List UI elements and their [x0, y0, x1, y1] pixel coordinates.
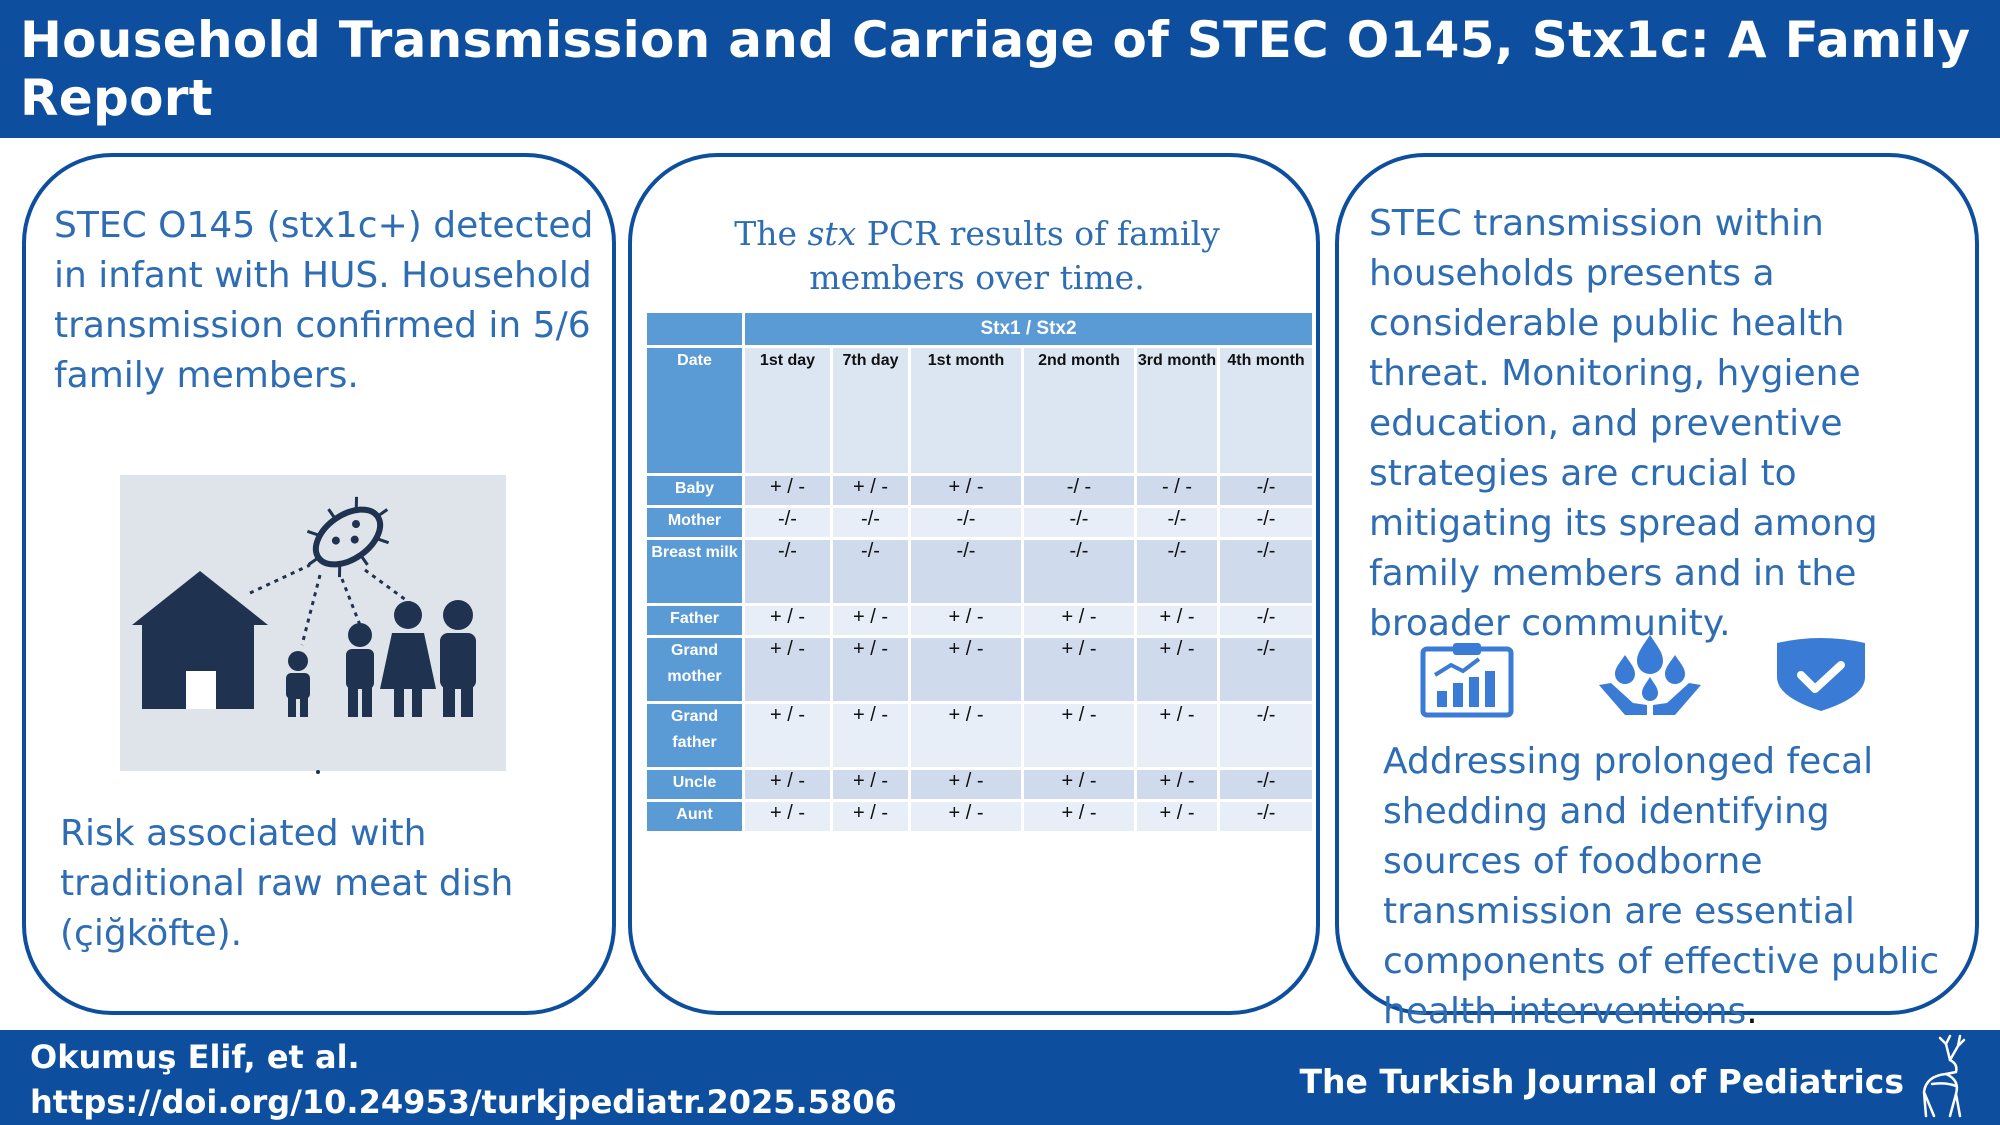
table-cell: + / -: [908, 767, 1024, 802]
author-name: Okumuş Elif, et al.: [30, 1038, 360, 1076]
table-row: Breast milk -/- -/- -/- -/- -/- -/-: [644, 537, 1316, 606]
clipboard-chart-icon: [1419, 641, 1515, 723]
table-cell: -/-: [1216, 603, 1316, 638]
table-cell: + / -: [742, 473, 833, 508]
table-cell: -/-: [1216, 799, 1316, 834]
table-cell: + / -: [1134, 603, 1220, 638]
row-header: Grand father: [644, 701, 745, 770]
table-cell: + / -: [830, 603, 911, 638]
deer-logo: [1916, 1034, 1978, 1120]
column-header: 1st day: [742, 345, 833, 476]
table-cell: + / -: [1021, 635, 1137, 704]
table-cell: -/-: [742, 505, 833, 540]
table-cell: -/-: [1216, 537, 1316, 606]
row-header: Mother: [644, 505, 745, 540]
table-cell: + / -: [830, 701, 911, 770]
stray-dot: [316, 770, 320, 774]
table-cell: + / -: [742, 635, 833, 704]
table-row: Aunt + / - + / - + / - + / - + / - -/-: [644, 799, 1316, 834]
row-header: Baby: [644, 473, 745, 508]
journal-name: The Turkish Journal of Pediatrics: [1299, 1062, 1904, 1101]
table-cell: + / -: [1134, 701, 1220, 770]
right-bottom-text: Addressing prolonged fecal shedding and …: [1383, 741, 1940, 1032]
table-row: Grand father + / - + / - + / - + / - + / - -/-: [644, 701, 1316, 770]
table-cell: + / -: [908, 603, 1024, 638]
table-cell: -/-: [1134, 505, 1220, 540]
table-cell: + / -: [1021, 767, 1137, 802]
table-cell: -/-: [1216, 767, 1316, 802]
table-title-italic: stx: [807, 214, 857, 253]
table-cell: -/-: [1216, 473, 1316, 508]
column-header: 1st month: [908, 345, 1024, 476]
table-cell: + / -: [908, 635, 1024, 704]
shield-check-icon: [1769, 637, 1873, 717]
row-header: Aunt: [644, 799, 745, 834]
table-cell: + / -: [1021, 701, 1137, 770]
row-header: Grand mother: [644, 635, 745, 704]
footer-bar: Okumuş Elif, et al. https://doi.org/10.2…: [0, 1030, 2000, 1125]
table-title: The stx PCR results of family members ov…: [734, 214, 1220, 297]
table-cell: -/-: [1216, 505, 1316, 540]
table-cell: + / -: [1134, 767, 1220, 802]
table-cell: + / -: [830, 799, 911, 834]
left-top-text: STEC O145 (stx1c+) detected in infant wi…: [54, 205, 594, 396]
row-header: Breast milk: [644, 537, 745, 606]
header-bar: Household Transmission and Carriage of S…: [0, 0, 2000, 138]
table-cell: + / -: [830, 767, 911, 802]
table-row: Father + / - + / - + / - + / - + / - -/-: [644, 603, 1316, 638]
table-cell: -/-: [830, 505, 911, 540]
column-header: 3rd month: [1134, 345, 1220, 476]
table-cell: -/-: [742, 537, 833, 606]
table-cell: -/-: [908, 537, 1024, 606]
table-row: Mother -/- -/- -/- -/- -/- -/-: [644, 505, 1316, 540]
date-header: Date: [644, 345, 745, 476]
table-cell: + / -: [742, 701, 833, 770]
right-top-text: STEC transmission within households pres…: [1369, 203, 1878, 644]
table-cell: + / -: [830, 473, 911, 508]
table-cell: -/ -: [1021, 473, 1137, 508]
table-cell: -/-: [830, 537, 911, 606]
table-cell: -/-: [1216, 635, 1316, 704]
table-cell: -/-: [1021, 537, 1137, 606]
column-header: 4th month: [1216, 345, 1316, 476]
column-header: 7th day: [830, 345, 911, 476]
right-panel: STEC transmission within households pres…: [1335, 153, 1979, 1032]
pcr-results-table: Stx1 / Stx2 Date 1st day 7th day 1st mon…: [644, 310, 1316, 834]
left-panel: STEC O145 (stx1c+) detected in infant wi…: [22, 153, 616, 1015]
hands-water-drops-icon: [1595, 633, 1705, 723]
table-row: Baby + / - + / - + / - -/ -- / - -/-: [644, 473, 1316, 508]
stx-span-header: Stx1 / Stx2: [741, 310, 1316, 348]
house-bacteria-family-illustration: [120, 475, 506, 771]
doi-link[interactable]: https://doi.org/10.24953/turkjpediatr.20…: [30, 1083, 897, 1121]
middle-panel: The stx PCR results of family members ov…: [628, 153, 1320, 1015]
table-cell: + / -: [742, 799, 833, 834]
table-cell: + / -: [742, 767, 833, 802]
row-header: Father: [644, 603, 745, 638]
table-row: Grand mother + / - + / - + / - + / - + / - -/-: [644, 635, 1316, 704]
table-cell: + / -: [830, 635, 911, 704]
table-cell: -/-: [1216, 701, 1316, 770]
table-cell: + / -: [1134, 799, 1220, 834]
row-header: Uncle: [644, 767, 745, 802]
table-cell: + / -: [742, 603, 833, 638]
page-title: Household Transmission and Carriage of S…: [20, 11, 1971, 127]
column-header: 2nd month: [1021, 345, 1137, 476]
table-row: Uncle + / - + / - + / - + / - + / - -/-: [644, 767, 1316, 802]
table-cell: -/-: [908, 505, 1024, 540]
table-cell: - / -: [1134, 473, 1220, 508]
table-cell: + / -: [908, 473, 1024, 508]
table-cell: + / -: [908, 701, 1024, 770]
table-cell: -/-: [1021, 505, 1137, 540]
left-bottom-text: Risk associated with traditional raw mea…: [60, 813, 514, 954]
table-cell: + / -: [1021, 603, 1137, 638]
table-corner-cell: [644, 310, 745, 348]
table-cell: -/-: [1134, 537, 1220, 606]
table-cell: + / -: [1021, 799, 1137, 834]
table-cell: + / -: [908, 799, 1024, 834]
table-cell: + / -: [1134, 635, 1220, 704]
